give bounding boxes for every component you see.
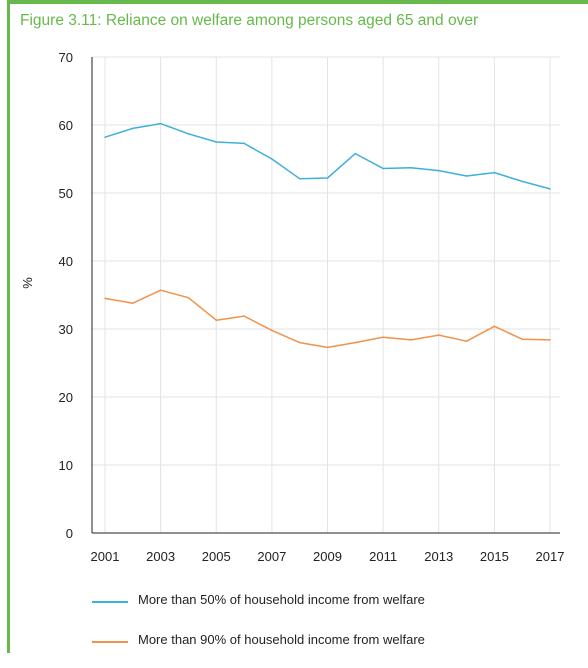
data-point — [132, 127, 134, 130]
x-tick-label: 2007 — [257, 549, 286, 564]
data-point — [465, 340, 468, 343]
data-point — [159, 122, 162, 125]
data-point — [215, 141, 218, 143]
data-point — [465, 175, 468, 177]
x-tick-label: 2003 — [146, 549, 175, 564]
x-tick-label: 2013 — [424, 549, 453, 564]
y-axis-ticks: 0 10 20 30 40 50 60 70 — [59, 50, 73, 541]
y-tick-label: 60 — [59, 118, 73, 133]
y-tick-label: 40 — [59, 254, 73, 269]
data-point — [521, 338, 523, 341]
data-point — [132, 302, 134, 304]
data-point — [521, 180, 523, 183]
x-tick-label: 2009 — [313, 549, 342, 564]
data-point — [243, 315, 245, 317]
data-point — [410, 167, 412, 169]
legend-label-over-50: More than 50% of household income from w… — [138, 592, 425, 607]
data-point — [215, 319, 218, 321]
data-point — [382, 167, 384, 170]
figure-left-border — [7, 0, 10, 653]
figure-title: Figure 3.11: Reliance on welfare among p… — [20, 12, 479, 29]
y-tick-label: 0 — [66, 526, 73, 541]
y-tick-label: 10 — [59, 458, 73, 473]
x-tick-label: 2005 — [202, 549, 231, 564]
legend-item-over-50: More than 50% of household income from w… — [92, 588, 572, 628]
data-point — [298, 341, 301, 344]
y-axis-label: % — [20, 277, 35, 289]
x-tick-label: 2017 — [536, 549, 565, 564]
data-point — [187, 296, 190, 299]
data-point — [354, 341, 357, 344]
x-tick-label: 2011 — [369, 549, 397, 564]
data-point — [159, 289, 162, 292]
legend-swatch-over-90 — [92, 641, 128, 643]
legend-item-over-90: More than 90% of household income from w… — [92, 628, 572, 668]
data-point — [271, 329, 273, 332]
x-tick-label: 2001 — [91, 549, 120, 564]
data-point — [243, 142, 245, 145]
data-point — [382, 336, 384, 338]
data-point — [437, 334, 440, 336]
data-point — [104, 136, 106, 139]
y-tick-label: 50 — [59, 186, 73, 201]
data-point — [493, 171, 496, 174]
x-axis-ticks: 2001 2003 2005 2007 2009 2011 2013 2015 2017 — [91, 549, 565, 564]
data-point — [271, 158, 273, 160]
data-point — [549, 339, 551, 341]
figure-top-border — [7, 0, 588, 4]
data-point — [437, 169, 440, 172]
data-point — [326, 346, 329, 349]
y-tick-label: 30 — [59, 322, 73, 337]
data-point — [104, 297, 106, 300]
chart-legend: More than 50% of household income from w… — [92, 588, 572, 668]
data-point — [326, 177, 329, 179]
data-point — [410, 339, 412, 341]
legend-label-over-90: More than 90% of household income from w… — [138, 632, 425, 647]
chart-series — [104, 122, 551, 349]
legend-swatch-over-50 — [92, 601, 128, 603]
data-point — [549, 188, 551, 190]
data-point — [187, 133, 190, 135]
y-tick-label: 20 — [59, 390, 73, 405]
data-point — [354, 152, 357, 155]
x-tick-label: 2015 — [480, 549, 509, 564]
data-point — [493, 325, 496, 328]
data-point — [298, 177, 301, 180]
line-chart: 0 10 20 30 40 50 60 70 2001 2003 2005 2007 2009 2011… — [20, 50, 565, 564]
chart-grid — [92, 56, 560, 533]
y-tick-label: 70 — [59, 50, 73, 65]
